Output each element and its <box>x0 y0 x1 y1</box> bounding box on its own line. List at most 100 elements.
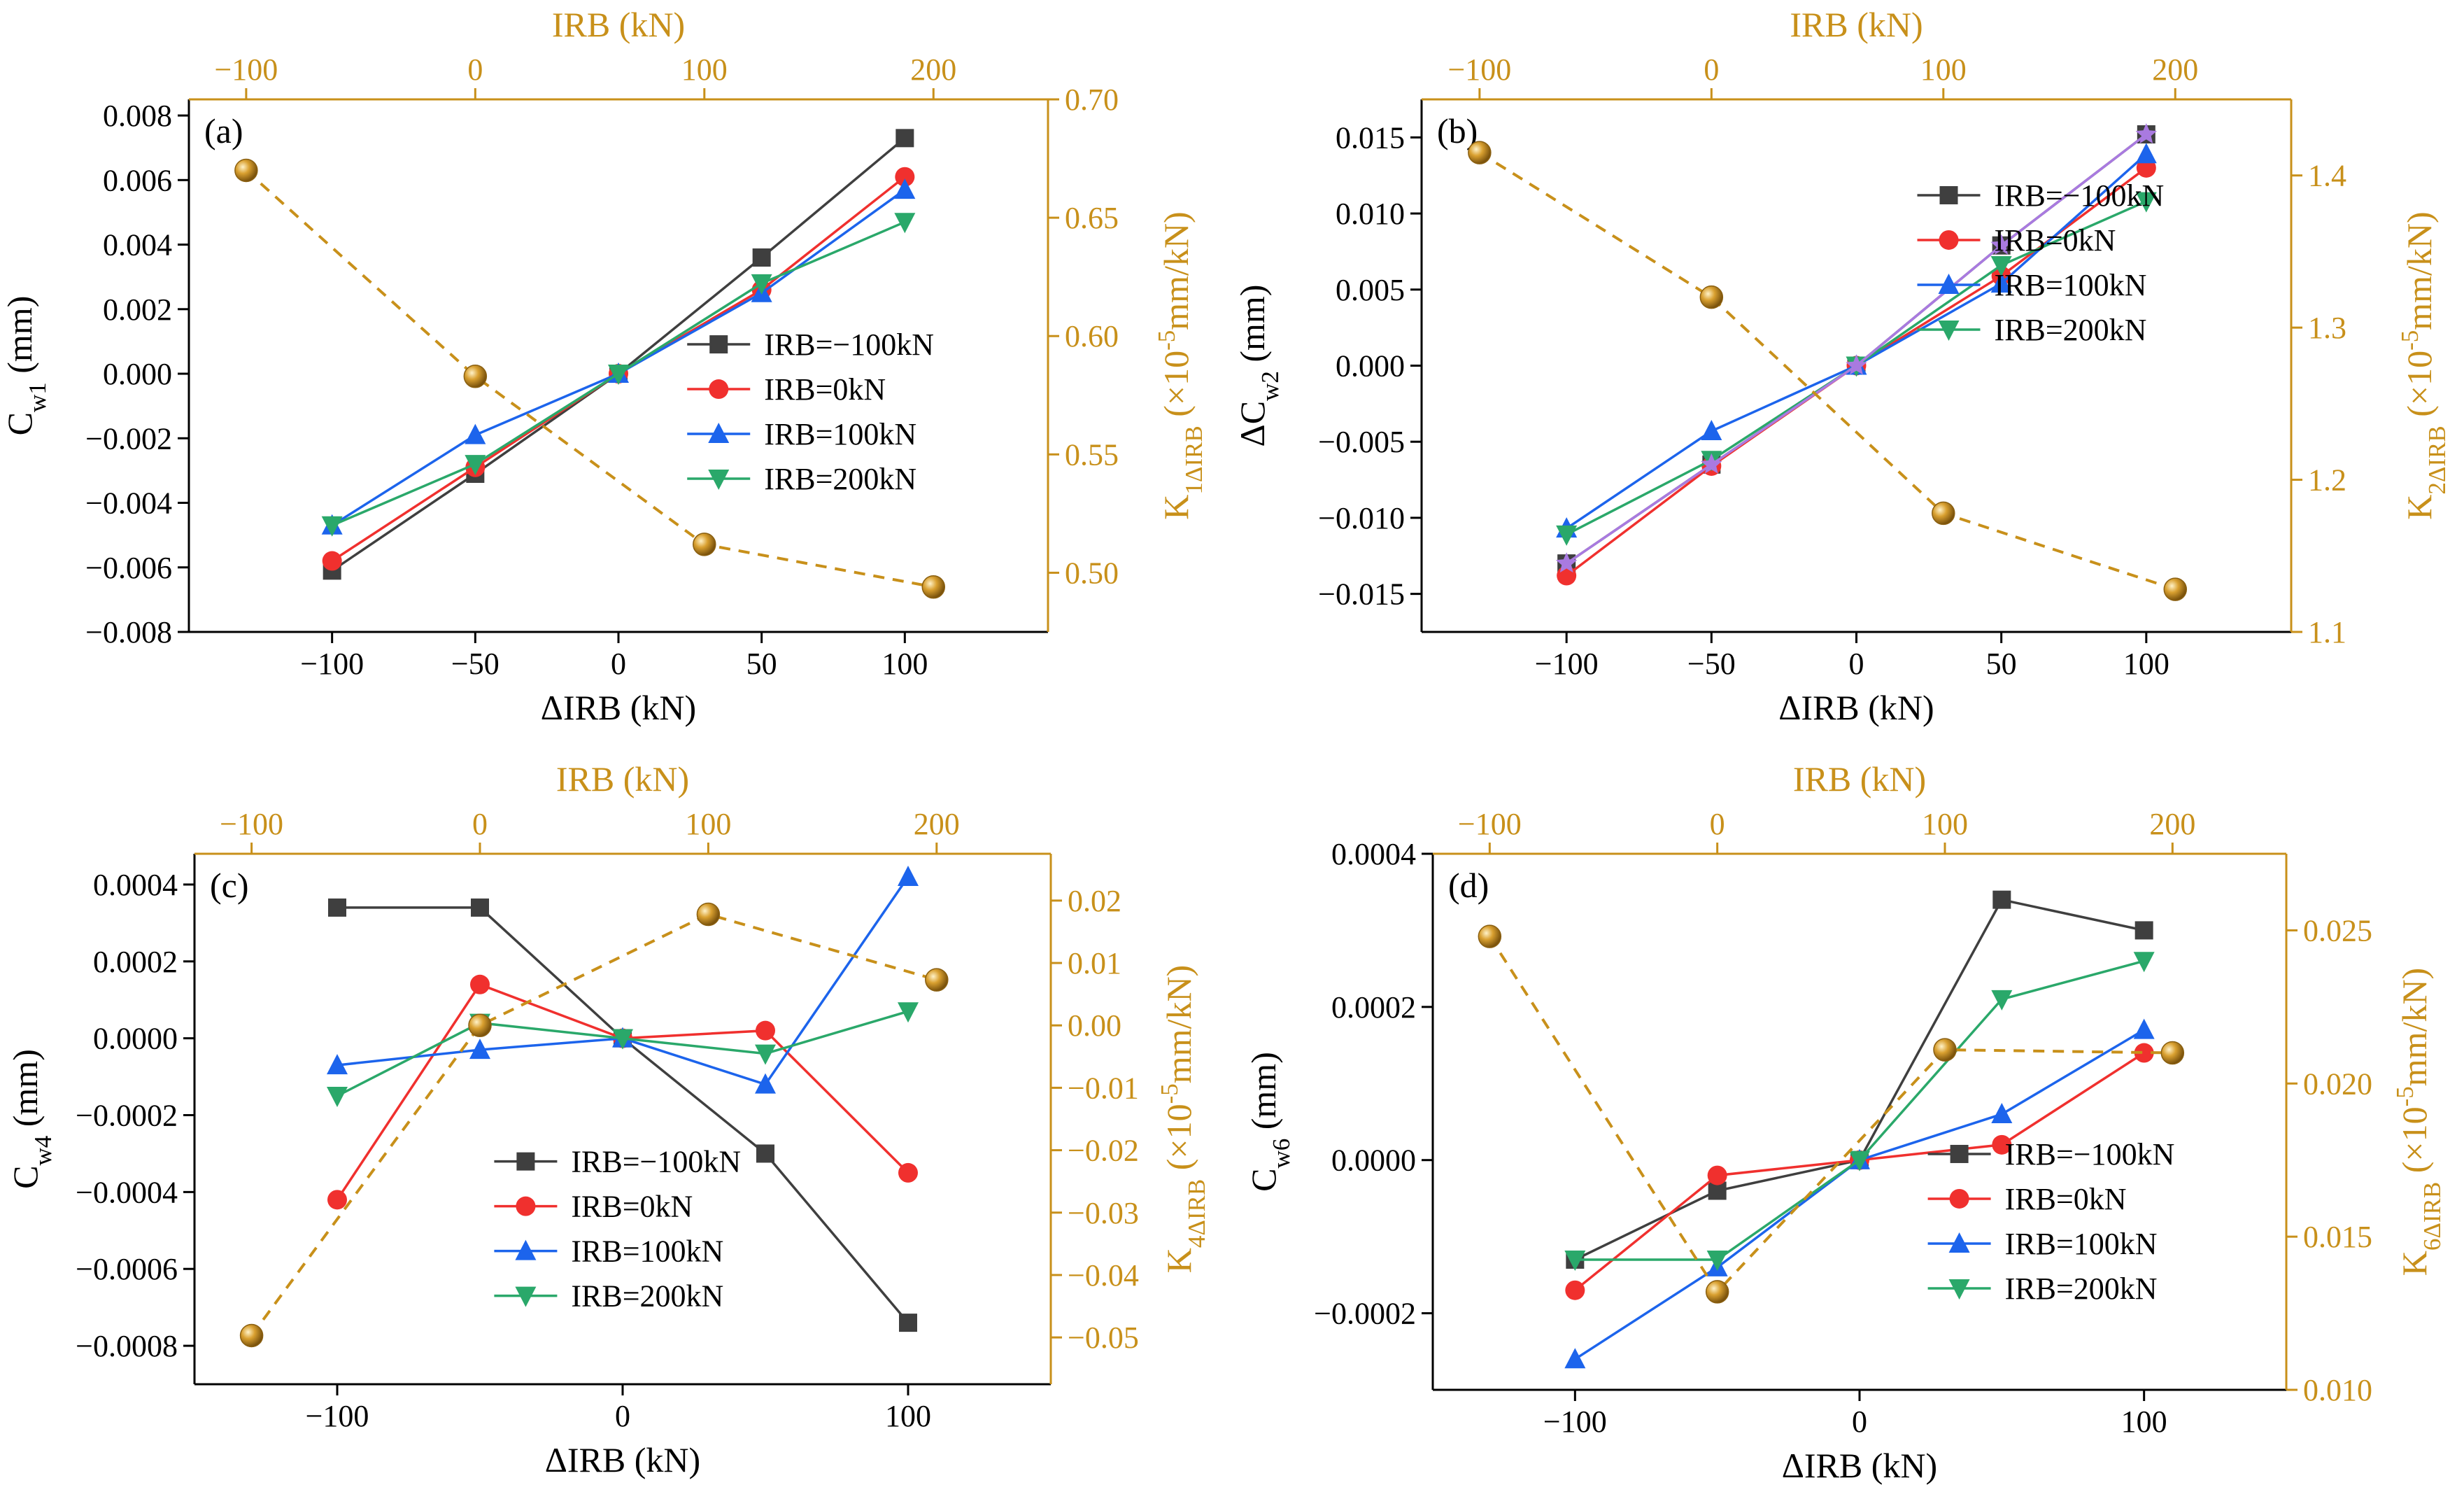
top-x-tick-label: 200 <box>2149 807 2195 841</box>
right-y-tick-label: 0.60 <box>1065 319 1119 353</box>
series-1-point <box>1992 890 2011 909</box>
k-series-point <box>234 158 258 183</box>
k-series-point <box>1933 1038 1957 1062</box>
right-y-tick-label: −0.05 <box>1068 1321 1139 1355</box>
legend-entry-label: IRB=0kN <box>2005 1182 2127 1216</box>
series-3-point <box>894 178 916 199</box>
series-5-point <box>1555 552 1578 573</box>
right-y-tick-label: 0.65 <box>1065 201 1119 235</box>
right-y-tick-label: −0.02 <box>1068 1134 1139 1168</box>
legend-marker <box>1939 185 1958 204</box>
legend-marker <box>709 379 729 400</box>
series-2-point <box>756 1020 775 1041</box>
x-tick-label: 0 <box>1849 647 1864 681</box>
right-y-tick-label: 0.50 <box>1065 556 1119 590</box>
y-tick-label: −0.0002 <box>76 1099 178 1133</box>
legend-entry-label: IRB=100kN <box>1995 268 2147 302</box>
right-y-tick-label: 0.55 <box>1065 437 1119 472</box>
x-tick-label: 100 <box>2121 1405 2167 1439</box>
series-4-point <box>1564 1250 1586 1271</box>
chart-panel-4: −100 0 100 ΔIRB (kN) −0.0002 0.0000 0.0002 0.00… <box>1244 759 2446 1485</box>
series-3-point <box>1991 1103 2013 1124</box>
series-1-point <box>756 1144 774 1163</box>
legend-entry-label: IRB=200kN <box>571 1279 723 1314</box>
series-4-point <box>1556 525 1578 546</box>
k-series-point <box>239 1323 264 1348</box>
k-series-line <box>1478 151 2176 591</box>
legend-entry-label: IRB=−100kN <box>1995 178 2165 213</box>
series-3-point <box>2133 1018 2155 1039</box>
k-series-point <box>1478 924 1502 948</box>
series-2-point <box>1557 565 1577 586</box>
series-4-point <box>465 455 486 476</box>
x-tick-label: −50 <box>451 647 500 681</box>
series-3-point <box>2135 143 2157 164</box>
series-2-point <box>898 1162 918 1183</box>
top-x-tick-label: 0 <box>467 52 483 87</box>
y-tick-label: −0.004 <box>85 486 172 521</box>
k-series-point <box>1468 141 1492 164</box>
k-series-point <box>2160 1041 2185 1065</box>
legend-marker <box>708 423 730 444</box>
x-tick-label: 50 <box>1986 647 2017 681</box>
k-series-point <box>463 364 488 388</box>
series-3-point <box>327 1054 348 1075</box>
x-axis-label: ΔIRB (kN) <box>1778 688 1934 727</box>
y-tick-label: −0.010 <box>1318 501 1405 535</box>
series-5-point <box>2135 123 2158 143</box>
panel-label: (b) <box>1437 111 1478 150</box>
top-x-tick-label: 200 <box>910 52 956 87</box>
legend-entry-label: IRB=200kN <box>764 462 916 496</box>
top-x-tick-label: 100 <box>681 52 728 87</box>
series-1-point <box>2134 921 2153 940</box>
right-y-tick-label: 0.010 <box>2303 1373 2372 1407</box>
x-tick-label: −100 <box>1543 1405 1607 1439</box>
legend-entry-label: IRB=200kN <box>1995 313 2147 347</box>
y-tick-label: −0.006 <box>85 551 172 585</box>
series-5-point <box>1701 453 1722 474</box>
series-2-point <box>2134 1043 2154 1063</box>
y-tick-label: 0.006 <box>103 163 172 197</box>
y-tick-label: 0.0004 <box>1331 837 1416 871</box>
legend-entry-label: IRB=100kN <box>2005 1227 2158 1261</box>
legend-marker <box>1938 320 1960 341</box>
top-x-tick-label: 0 <box>1710 807 1725 841</box>
x-tick-label: 0 <box>1852 1405 1867 1439</box>
top-x-axis-label: IRB (kN) <box>552 5 685 44</box>
y-tick-label: 0.0002 <box>93 945 178 979</box>
series-1-point <box>895 129 914 148</box>
x-tick-label: 0 <box>615 1399 630 1433</box>
y-tick-label: 0.0000 <box>93 1022 178 1056</box>
y-tick-label: −0.015 <box>1318 577 1405 612</box>
x-tick-label: −100 <box>300 647 364 681</box>
legend-marker <box>1938 273 1960 294</box>
y-tick-label: −0.005 <box>1318 425 1405 459</box>
x-axis-label: ΔIRB (kN) <box>541 688 696 727</box>
legend-entry-label: IRB=100kN <box>764 417 916 451</box>
legend-entry-label: IRB=0kN <box>571 1190 693 1224</box>
y-axis-label: Cw1 (mm) <box>0 296 51 436</box>
k-series-point <box>2163 577 2188 601</box>
series-4-point <box>321 516 343 537</box>
x-tick-label: −100 <box>306 1399 369 1433</box>
legend-marker <box>516 1196 536 1216</box>
chart-panel-3: −100 0 100 ΔIRB (kN) −0.0008 −0.0006 −0.0004 −0… <box>6 759 1210 1479</box>
panel-label: (a) <box>204 111 243 150</box>
legend: IRB=−100kN IRB=0kN IRB=100kN IRB=200kN <box>687 328 934 496</box>
series-1-point <box>752 248 771 267</box>
series-5-point <box>1990 234 2012 255</box>
top-x-tick-label: 100 <box>1922 807 1968 841</box>
right-y-tick-label: 0.015 <box>2303 1220 2372 1254</box>
x-tick-label: 0 <box>611 647 626 681</box>
right-y-axis-label: K1ΔIRB (×10-5mm/kN) <box>1153 211 1208 519</box>
right-y-tick-label: 1.4 <box>2308 159 2346 193</box>
series-4-point <box>898 1002 919 1023</box>
top-x-tick-label: 100 <box>685 807 731 841</box>
y-tick-label: 0.008 <box>103 99 172 133</box>
legend: IRB=−100kN IRB=0kN IRB=100kN IRB=200kN <box>1917 178 2165 347</box>
x-tick-label: 50 <box>746 647 777 681</box>
top-x-axis-label: IRB (kN) <box>556 759 689 798</box>
y-tick-label: −0.0008 <box>76 1329 178 1363</box>
x-tick-label: 100 <box>885 1399 931 1433</box>
